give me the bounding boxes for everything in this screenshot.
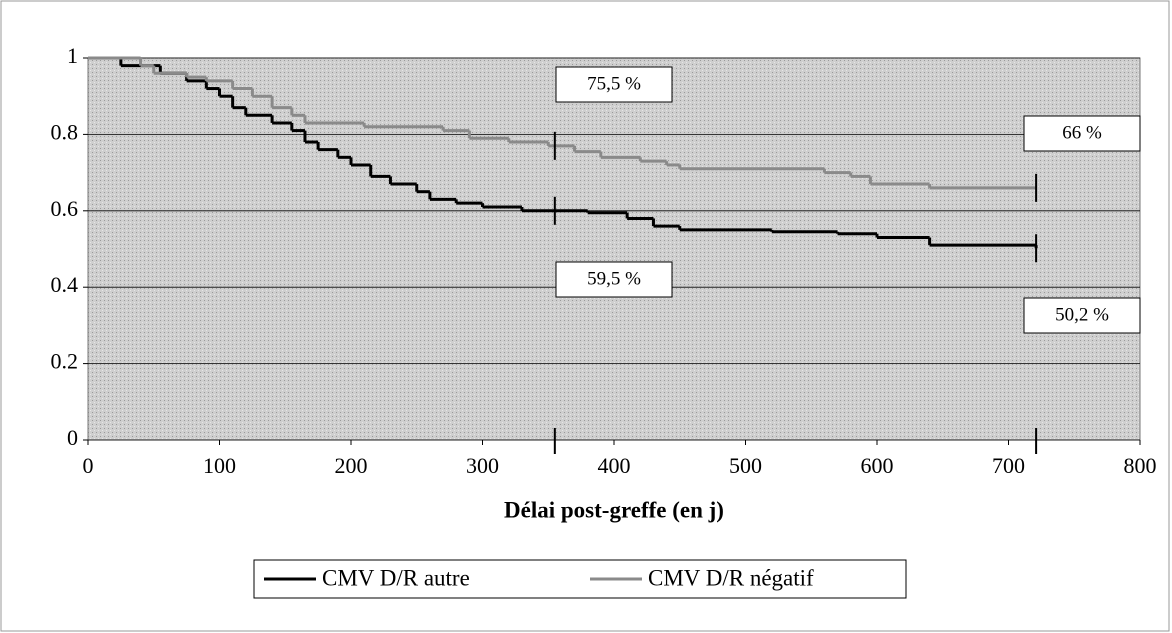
y-tick-label: 0.4 bbox=[51, 272, 79, 297]
y-tick-label: 0 bbox=[67, 425, 78, 450]
x-tick-label: 600 bbox=[861, 453, 894, 478]
annotation: 66 % bbox=[1062, 122, 1102, 143]
legend-box bbox=[253, 559, 907, 599]
x-axis-label: Délai post-greffe (en j) bbox=[504, 497, 724, 522]
x-tick-label: 800 bbox=[1124, 453, 1157, 478]
plot-area bbox=[87, 57, 1141, 441]
annotation: 59,5 % bbox=[587, 268, 641, 289]
x-tick-label: 100 bbox=[203, 453, 236, 478]
legend-label: CMV D/R négatif bbox=[648, 565, 814, 590]
annotation-box bbox=[555, 261, 673, 298]
y-tick-label: 1 bbox=[67, 43, 78, 68]
x-tick-label: 500 bbox=[729, 453, 762, 478]
x-tick-label: 400 bbox=[598, 453, 631, 478]
x-tick-label: 300 bbox=[466, 453, 499, 478]
annotation-box bbox=[555, 66, 673, 103]
annotation-box bbox=[1023, 115, 1141, 152]
legend-label: CMV D/R autre bbox=[322, 565, 470, 590]
annotation: 50,2 % bbox=[1055, 304, 1109, 325]
annotation: 75,5 % bbox=[587, 73, 641, 94]
x-tick-label: 0 bbox=[83, 453, 94, 478]
x-tick-label: 200 bbox=[335, 453, 368, 478]
annotation-box bbox=[1023, 297, 1141, 334]
y-tick-label: 0.6 bbox=[51, 196, 79, 221]
x-tick-label: 700 bbox=[992, 453, 1025, 478]
y-tick-label: 0.2 bbox=[51, 349, 79, 374]
y-tick-label: 0.8 bbox=[51, 119, 79, 144]
